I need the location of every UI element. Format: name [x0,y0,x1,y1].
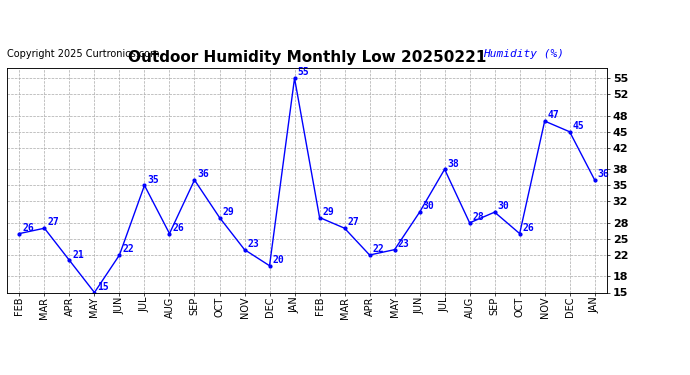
Text: 27: 27 [47,217,59,227]
Text: 36: 36 [598,169,609,179]
Text: 26: 26 [22,223,34,233]
Text: 55: 55 [297,68,309,77]
Text: 15: 15 [97,282,109,292]
Text: 26: 26 [522,223,534,233]
Text: 22: 22 [122,244,134,254]
Text: 36: 36 [197,169,209,179]
Text: 23: 23 [397,239,409,249]
Text: 35: 35 [147,175,159,184]
Text: 30: 30 [422,201,434,211]
Text: 28: 28 [473,212,484,222]
Text: 45: 45 [573,121,584,131]
Text: 22: 22 [373,244,384,254]
Text: Humidity (%): Humidity (%) [483,49,564,59]
Text: 23: 23 [247,239,259,249]
Text: Copyright 2025 Curtronics.com: Copyright 2025 Curtronics.com [7,49,159,59]
Text: 29: 29 [322,207,334,217]
Text: 20: 20 [273,255,284,265]
Text: 29: 29 [222,207,234,217]
Text: 21: 21 [72,250,84,259]
Text: 26: 26 [172,223,184,233]
Text: 30: 30 [497,201,509,211]
Text: 47: 47 [547,110,559,120]
Text: 27: 27 [347,217,359,227]
Title: Outdoor Humidity Monthly Low 20250221: Outdoor Humidity Monthly Low 20250221 [128,50,486,65]
Text: 38: 38 [447,159,459,168]
